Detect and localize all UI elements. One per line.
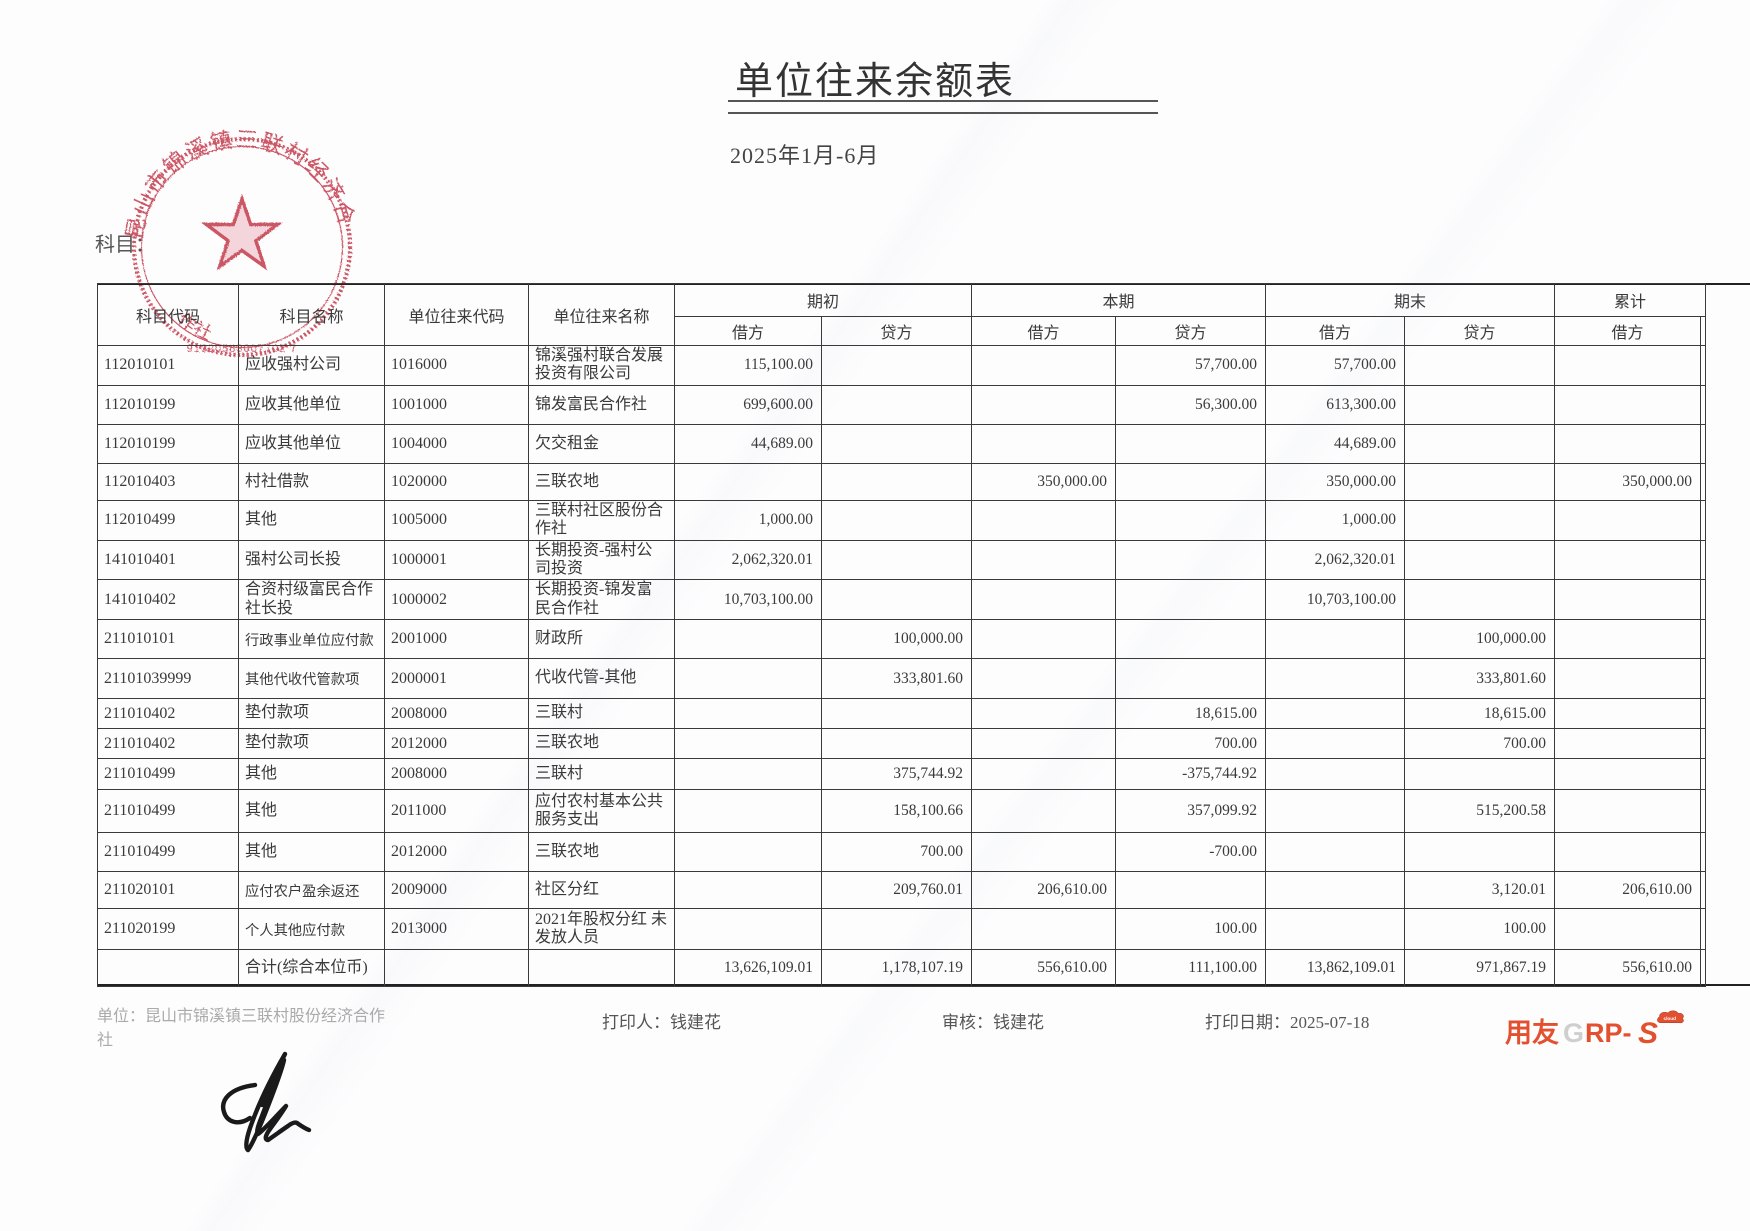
- svg-text:RP-: RP-: [1585, 1018, 1632, 1048]
- svg-text:G: G: [1563, 1018, 1584, 1048]
- svg-text:用友: 用友: [1505, 1018, 1559, 1048]
- svg-text:cloud: cloud: [1664, 1016, 1677, 1021]
- svg-text:S: S: [1638, 1017, 1658, 1050]
